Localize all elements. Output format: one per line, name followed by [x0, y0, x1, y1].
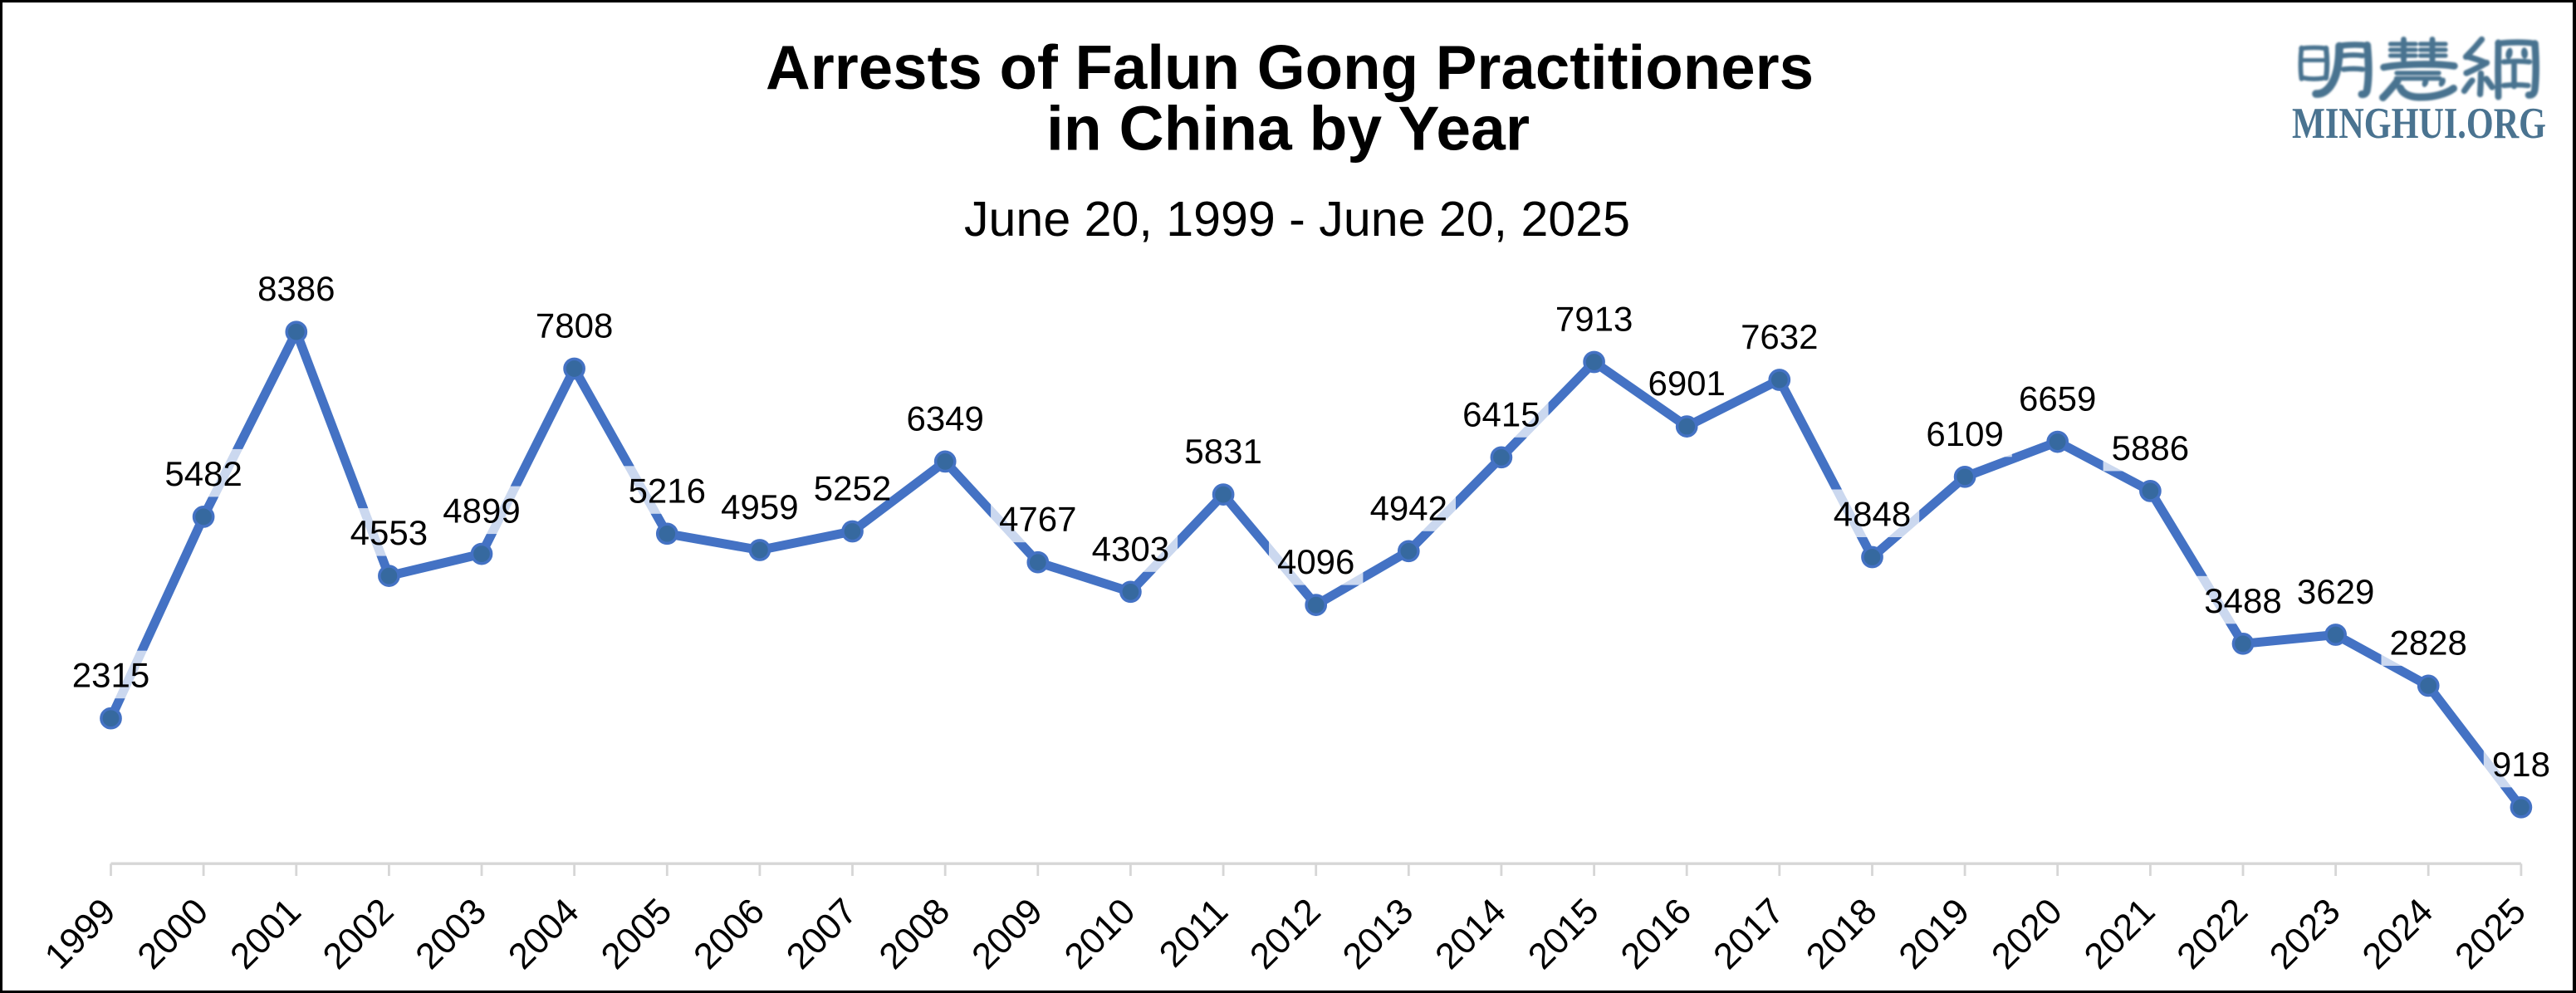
svg-text:5252: 5252	[814, 469, 891, 508]
svg-text:6901: 6901	[1648, 364, 1725, 403]
svg-text:4303: 4303	[1092, 529, 1169, 568]
svg-text:4096: 4096	[1277, 542, 1354, 581]
svg-text:4767: 4767	[999, 500, 1076, 539]
svg-text:5831: 5831	[1184, 432, 1261, 471]
svg-text:in China by Year: in China by Year	[1046, 94, 1530, 164]
svg-text:8386: 8386	[257, 269, 335, 308]
svg-text:7632: 7632	[1741, 317, 1818, 356]
svg-text:918: 918	[2492, 745, 2550, 784]
svg-text:7913: 7913	[1555, 300, 1633, 339]
svg-text:4959: 4959	[721, 487, 798, 526]
svg-text:2315: 2315	[72, 656, 149, 695]
svg-text:4899: 4899	[443, 492, 520, 531]
svg-text:5216: 5216	[629, 471, 706, 510]
svg-text:5482: 5482	[164, 454, 242, 493]
svg-text:6349: 6349	[906, 399, 983, 438]
svg-text:5886: 5886	[2112, 428, 2189, 467]
svg-text:Arrests of Falun Gong Practiti: Arrests of Falun Gong Practitioners	[766, 32, 1814, 102]
svg-text:3629: 3629	[2297, 572, 2374, 611]
svg-text:4848: 4848	[1834, 495, 1911, 534]
svg-text:MINGHUI.ORG: MINGHUI.ORG	[2292, 100, 2546, 148]
svg-text:6659: 6659	[2019, 379, 2096, 418]
svg-text:June 20, 1999 - June 20, 2025: June 20, 1999 - June 20, 2025	[964, 192, 1630, 247]
svg-text:4942: 4942	[1370, 488, 1447, 527]
svg-text:2828: 2828	[2389, 623, 2466, 662]
svg-text:6415: 6415	[1462, 394, 1540, 433]
svg-text:6109: 6109	[1926, 414, 2003, 453]
svg-text:4553: 4553	[350, 513, 428, 552]
svg-text:7808: 7808	[536, 306, 613, 345]
svg-text:3488: 3488	[2204, 581, 2281, 620]
